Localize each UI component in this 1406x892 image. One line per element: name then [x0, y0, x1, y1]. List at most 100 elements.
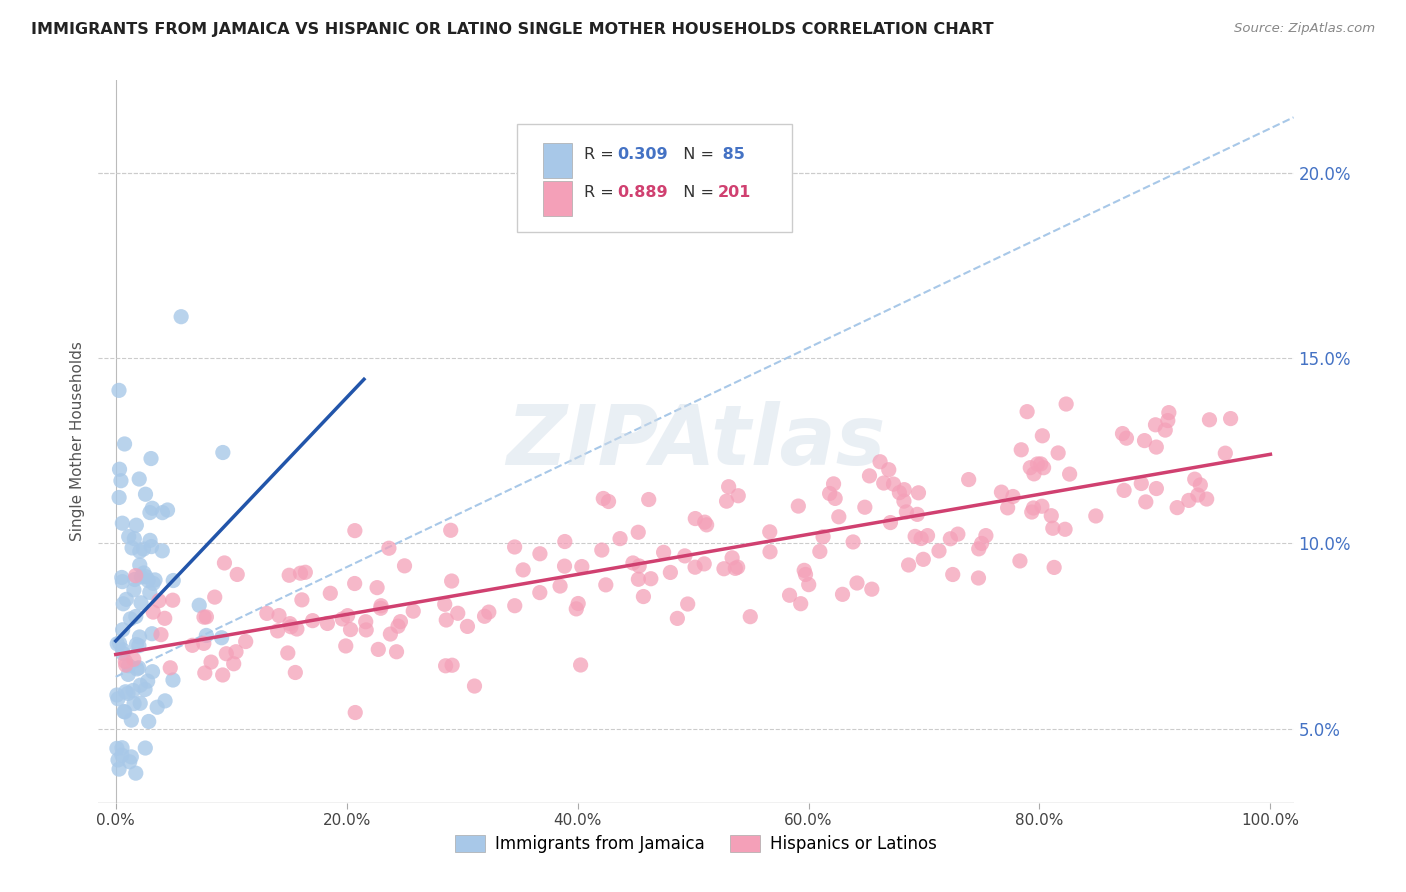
Point: [1133, 434, 1156, 448]
Point: [990, 485, 1012, 500]
Point: [111, 646, 134, 660]
Point: [434, 613, 457, 627]
Point: [693, 515, 716, 529]
Point: [330, 612, 353, 626]
Point: [128, 558, 150, 572]
Point: [278, 616, 301, 631]
Text: IMMIGRANTS FROM JAMAICA VS HISPANIC OR LATINO SINGLE MOTHER HOUSEHOLDS CORRELATI: IMMIGRANTS FROM JAMAICA VS HISPANIC OR L…: [31, 22, 994, 37]
Point: [724, 561, 747, 575]
Point: [907, 485, 929, 500]
Point: [125, 568, 148, 582]
Point: [440, 523, 463, 537]
Point: [131, 570, 153, 584]
Point: [125, 609, 148, 624]
Point: [1157, 406, 1180, 420]
Point: [627, 525, 650, 540]
Point: [957, 473, 980, 487]
Point: [115, 592, 138, 607]
Point: [153, 611, 176, 625]
Point: [195, 628, 218, 642]
Point: [1187, 488, 1209, 502]
Point: [456, 619, 478, 633]
Point: [503, 599, 526, 613]
Point: [129, 596, 152, 610]
Point: [683, 560, 706, 574]
Point: [896, 505, 918, 519]
Point: [129, 678, 152, 692]
Point: [595, 578, 617, 592]
Point: [150, 544, 173, 558]
Point: [824, 491, 846, 506]
Point: [869, 455, 891, 469]
Point: [108, 491, 131, 505]
Point: [569, 657, 592, 672]
Point: [627, 572, 650, 586]
Point: [136, 574, 159, 588]
Point: [143, 573, 166, 587]
Point: [141, 626, 163, 640]
Point: [149, 628, 172, 642]
Point: [343, 524, 366, 538]
Point: [463, 679, 485, 693]
Point: [156, 503, 179, 517]
Point: [727, 560, 749, 574]
Point: [124, 532, 146, 546]
Point: [1084, 508, 1107, 523]
Point: [659, 566, 682, 580]
Point: [713, 562, 735, 576]
Point: [129, 696, 152, 710]
Point: [609, 532, 631, 546]
Point: [193, 610, 215, 624]
Point: [117, 658, 139, 673]
Point: [1042, 521, 1064, 535]
Point: [942, 567, 965, 582]
Text: Source: ZipAtlas.com: Source: ZipAtlas.com: [1234, 22, 1375, 36]
Point: [316, 616, 339, 631]
Point: [882, 477, 904, 491]
Point: [1008, 554, 1031, 568]
Point: [111, 642, 134, 657]
Point: [853, 500, 876, 515]
Point: [108, 384, 131, 398]
Point: [1144, 482, 1167, 496]
Point: [1198, 413, 1220, 427]
Point: [434, 658, 457, 673]
Point: [112, 705, 135, 719]
Point: [128, 630, 150, 644]
Point: [194, 665, 217, 680]
Point: [828, 509, 851, 524]
Point: [200, 655, 222, 669]
Point: [554, 534, 576, 549]
Point: [132, 566, 155, 580]
Point: [267, 608, 290, 623]
Point: [193, 636, 215, 650]
Point: [640, 572, 662, 586]
Point: [389, 615, 412, 629]
Point: [134, 487, 156, 501]
Point: [125, 518, 148, 533]
Point: [339, 623, 361, 637]
Point: [811, 530, 834, 544]
Point: [842, 535, 865, 549]
Point: [447, 607, 470, 621]
Point: [284, 665, 307, 680]
Point: [105, 741, 128, 756]
Point: [366, 581, 388, 595]
Point: [387, 619, 409, 633]
Point: [277, 646, 299, 660]
Point: [676, 597, 699, 611]
Point: [211, 668, 233, 682]
Point: [112, 597, 135, 611]
Point: [441, 658, 464, 673]
Point: [114, 685, 136, 699]
Text: ZIPAtlas: ZIPAtlas: [506, 401, 886, 482]
Point: [125, 766, 148, 780]
Point: [571, 559, 593, 574]
Point: [195, 610, 218, 624]
Point: [134, 741, 156, 756]
Point: [1213, 446, 1236, 460]
Point: [120, 612, 142, 626]
Text: N =: N =: [673, 185, 720, 200]
Point: [1001, 490, 1024, 504]
Point: [633, 590, 655, 604]
